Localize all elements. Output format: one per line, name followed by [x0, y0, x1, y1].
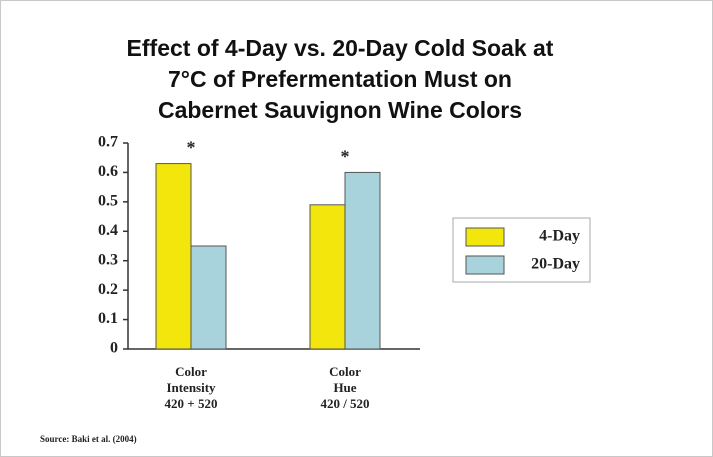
- y-tick-label: 0.6: [98, 163, 118, 180]
- y-tick-label: 0.4: [98, 222, 118, 239]
- legend-label: 20-Day: [531, 256, 580, 273]
- bar: [344, 171, 381, 350]
- annotation: *: [187, 138, 196, 158]
- y-tick-label: 0: [110, 340, 118, 357]
- x-tick-label: 420 + 520: [165, 396, 218, 411]
- source: Source: Baki et al. (2004): [40, 434, 137, 444]
- title-line: Cabernet Sauvignon Wine Colors: [158, 97, 522, 123]
- x-tick-label: Intensity: [166, 380, 216, 395]
- y-tick-label: 0.2: [98, 281, 118, 298]
- title-line: Effect of 4-Day vs. 20-Day Cold Soak at: [127, 35, 554, 61]
- legend-swatch: [465, 255, 505, 275]
- annotation: *: [341, 147, 350, 167]
- x-tick-label: Color: [329, 364, 361, 379]
- bar: [190, 245, 227, 350]
- y-tick-label: 0.1: [98, 310, 118, 327]
- y-tick-label: 0.5: [98, 193, 118, 210]
- x-tick-label: Color: [175, 364, 207, 379]
- bar: [309, 204, 346, 350]
- x-tick-label: 420 / 520: [320, 396, 369, 411]
- y-tick-label: 0.7: [98, 134, 118, 151]
- bar: [155, 163, 192, 350]
- legend-swatch: [465, 227, 505, 247]
- legend-label: 4-Day: [539, 228, 580, 245]
- title-line: 7°C of Prefermentation Must on: [168, 66, 512, 92]
- y-tick-label: 0.3: [98, 251, 118, 268]
- chart-title: Effect of 4-Day vs. 20-Day Cold Soak at 7…: [127, 35, 554, 123]
- x-tick-label: Hue: [333, 380, 356, 395]
